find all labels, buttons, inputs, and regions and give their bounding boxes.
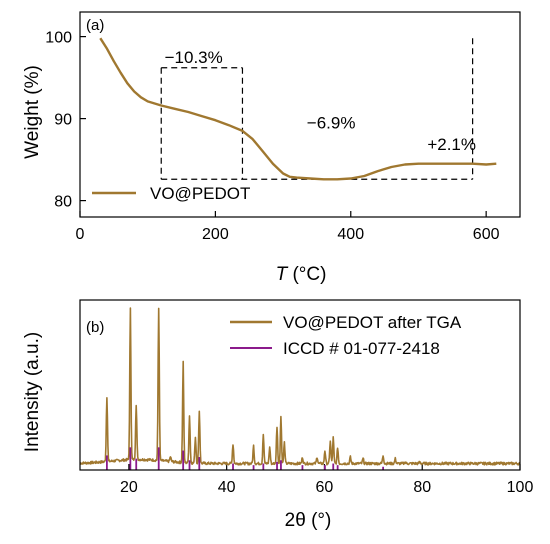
panel-b-ylabel: Intensity (a.u.) [22,332,43,452]
panel-b-series [79,307,521,470]
y-tick-label-a: 80 [54,194,72,211]
panel-b-legend: VO@PEDOT after TGA ICCD # 01-077-2418 [230,313,462,358]
panel-a-ylabel: Weight (%) [22,65,43,159]
x-tick-label-b: 100 [507,479,534,496]
panel-a-label: (a) [86,17,104,34]
panel-b-xticks: 20 40 60 80 100 [120,464,533,496]
x-tick-label-b: 60 [316,479,334,496]
y-tick-label-a: 100 [45,30,72,47]
panel-a-annotations: −10.3% −6.9% +2.1% [165,48,476,154]
annotation-mass-change: −10.3% [165,48,223,67]
x-tick-label-b: 20 [120,479,138,496]
panel-a-yticks: 80 90 100 [45,30,86,211]
x-tick-label-b: 80 [413,479,431,496]
x-tick-label-a: 0 [76,226,85,243]
panel-a-tga: (a) Weight (%) T (°C) 0 200 400 600 80 90 100… [22,11,521,285]
x-tick-label-a: 200 [202,226,229,243]
series-line-after-tga [79,307,521,466]
panel-a-series [99,37,497,181]
annotation-mass-change: −6.9% [307,113,356,132]
panel-b-frame [79,299,521,471]
legend-label-after-tga: VO@PEDOT after TGA [283,313,462,332]
x-tick-label-a: 600 [473,226,500,243]
panel-a-frame [79,11,521,218]
panel-b-xrd: (b) Intensity (a.u.) 2θ (°) 20 40 60 80 100 … [22,299,533,531]
panel-a-legend: VO@PEDOT [92,184,250,203]
series-line-vo-pedot [99,37,497,181]
panel-b-xlabel: 2θ (°) [285,510,332,531]
annotation-mass-change: +2.1% [427,135,476,154]
panel-a-xlabel: T (°C) [276,264,327,285]
y-tick-label-a: 90 [54,112,72,129]
legend-label-vo-pedot: VO@PEDOT [150,184,250,203]
panel-b-label: (b) [86,319,104,336]
panel-a-xticks: 0 200 400 600 [76,211,500,243]
x-tick-label-b: 40 [218,479,236,496]
x-tick-label-a: 400 [337,226,364,243]
legend-label-iccd: ICCD # 01-077-2418 [283,339,440,358]
